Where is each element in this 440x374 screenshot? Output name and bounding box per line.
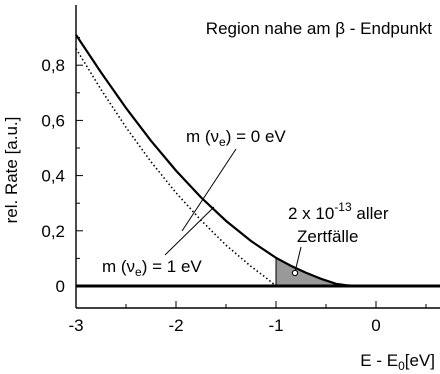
y-tick-label: 0 (56, 277, 65, 296)
x-axis-label-main: E - E (360, 351, 398, 370)
plot-frame (75, 5, 440, 309)
series-label-mass-one-prefix: m (ν (102, 257, 135, 276)
leader-line-mass-one (164, 206, 215, 256)
axis-ticks: -3 -2 -1 0 0 0,2 0,4 0,6 0,8 (41, 37, 427, 335)
series-line-1 (75, 48, 277, 287)
leader-line-annotation (294, 246, 302, 273)
series-label-mass-zero-prefix: m (ν (186, 127, 219, 146)
y-tick-label: 0,4 (41, 167, 65, 186)
series-label-mass-zero-suffix: ) = 0 eV (226, 127, 287, 146)
y-tick-label: 0,2 (41, 222, 65, 241)
x-tick-label: -2 (168, 316, 183, 335)
x-tick-label: -3 (68, 316, 83, 335)
series-label-mass-one-suffix: ) = 1 eV (142, 257, 203, 276)
x-tick-label: -1 (268, 316, 283, 335)
series-label-mass-one-sub: e (135, 265, 142, 279)
shaded-region (276, 257, 356, 286)
y-axis-label: rel. Rate [a.u.] (2, 117, 21, 224)
y-tick-label: 0,8 (41, 56, 65, 75)
x-axis-label-unit: [eV] (405, 351, 435, 370)
series-label-mass-one: m (νe) = 1 eV (102, 257, 202, 279)
plot-area (75, 34, 440, 288)
annotation-marker (291, 269, 299, 277)
y-tick-label: 0,6 (41, 111, 65, 130)
series-line-0 (75, 34, 357, 288)
series-label-mass-zero-sub: e (219, 135, 226, 149)
leader-line-mass-zero (181, 148, 237, 232)
series-label-mass-zero: m (νe) = 0 eV (186, 127, 286, 149)
x-axis-label-sub: 0 (398, 359, 405, 373)
x-tick-label: 0 (371, 316, 380, 335)
chart-title: Region nahe am β - Endpunkt (206, 19, 432, 38)
x-axis-label: E - E0[eV] (360, 351, 435, 373)
annotation-line1: 2 x 10-13 aller (288, 200, 389, 223)
annotation-line2: Zertfälle (297, 227, 358, 246)
annotation-tail: aller (352, 204, 389, 223)
annotation-base: 2 x 10 (288, 204, 334, 223)
annotation-exponent: -13 (334, 200, 352, 214)
